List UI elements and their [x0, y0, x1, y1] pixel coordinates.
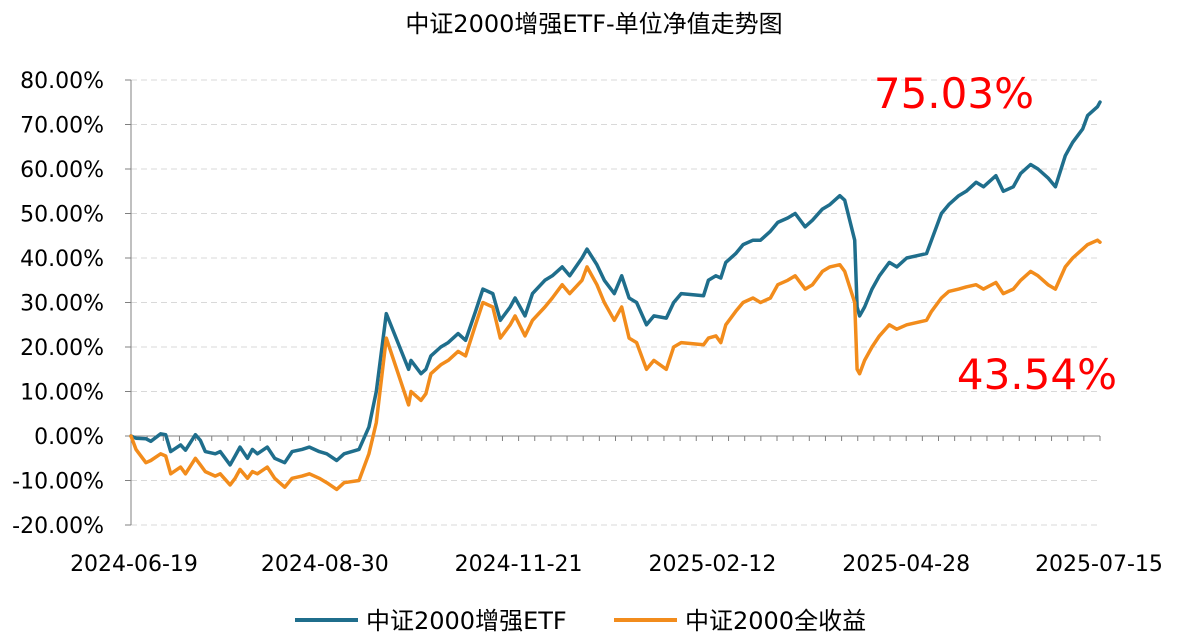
- legend-item-index: 中证2000全收益: [614, 607, 866, 635]
- y-tick-label: 80.00%: [20, 69, 104, 94]
- x-tick-label: 2025-02-12: [648, 552, 776, 577]
- y-tick-label: 20.00%: [20, 336, 104, 361]
- gridlines: [131, 79, 1100, 526]
- x-tick-label: 2024-08-30: [261, 552, 389, 577]
- chart-title: 中证2000增强ETF-单位净值走势图: [405, 10, 782, 38]
- y-axis-ticks: -20.00% -10.00% 0.00% 10.00% 20.00% 30.00% 40.…: [12, 69, 131, 539]
- series-lines: [129, 100, 1102, 492]
- legend: 中证2000增强ETF 中证2000全收益: [295, 607, 866, 635]
- y-tick-label: 40.00%: [20, 247, 104, 272]
- y-tick-label: 50.00%: [20, 203, 104, 228]
- end-label-index: 43.54%: [957, 350, 1117, 399]
- legend-label-etf: 中证2000增强ETF: [366, 607, 567, 635]
- end-label-etf: 75.03%: [874, 69, 1034, 118]
- y-tick-label: 60.00%: [20, 158, 104, 183]
- y-tick-label: 30.00%: [20, 292, 104, 317]
- y-tick-label: -10.00%: [12, 470, 104, 495]
- legend-item-etf: 中证2000增强ETF: [295, 607, 567, 635]
- legend-label-index: 中证2000全收益: [685, 607, 866, 635]
- x-tick-label: 2024-11-21: [455, 552, 583, 577]
- y-tick-label: 10.00%: [20, 381, 104, 406]
- series-line-index: [129, 238, 1102, 492]
- y-tick-label: -20.00%: [12, 514, 104, 539]
- x-tick-label: 2024-06-19: [70, 552, 198, 577]
- y-tick-label: 0.00%: [34, 425, 104, 450]
- y-tick-label: 70.00%: [20, 114, 104, 139]
- x-axis-ticks: 2024-06-19 2024-08-30 2024-11-21 2025-02-12…: [70, 436, 1163, 577]
- series-line-etf: [129, 100, 1102, 467]
- end-value-labels: 75.03% 43.54%: [874, 69, 1117, 399]
- x-tick-label: 2025-04-28: [842, 552, 970, 577]
- x-tick-label: 2025-07-15: [1035, 552, 1163, 577]
